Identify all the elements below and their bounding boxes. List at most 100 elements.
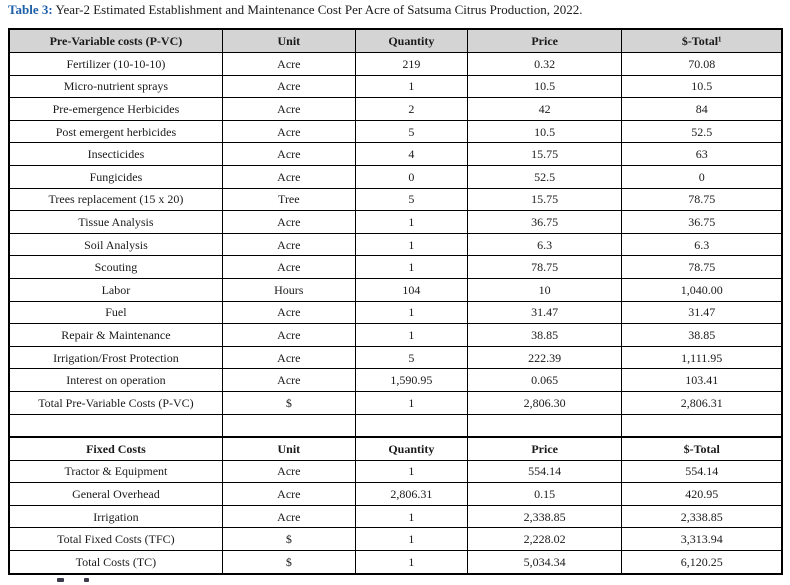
- header-cell: Price: [466, 28, 623, 53]
- value-cell: 2: [354, 97, 468, 121]
- value-cell: 3,313.94: [621, 527, 783, 552]
- value-cell: 1: [354, 255, 468, 279]
- value-cell: 420.95: [621, 482, 783, 506]
- value-cell: Acre: [221, 97, 356, 121]
- value-cell: 554.14: [466, 459, 623, 484]
- value-cell: $: [221, 390, 356, 415]
- value-cell: 10.5: [466, 119, 623, 144]
- value-cell: Acre: [221, 210, 356, 234]
- item-cell: Tractor & Equipment: [8, 459, 223, 484]
- item-cell: Total Pre-Variable Costs (P-VC): [8, 390, 223, 415]
- item-cell: Irrigation/Frost Protection: [8, 345, 223, 370]
- value-cell: 52.5: [621, 119, 783, 144]
- value-cell: 1: [354, 232, 468, 257]
- value-cell: Acre: [221, 255, 356, 279]
- item-cell: Post emergent herbicides: [8, 119, 223, 144]
- item-cell: Pre-emergence Herbicides: [8, 97, 223, 121]
- item-cell: Fungicides: [8, 164, 223, 189]
- table-row: Total Fixed Costs (TFC) $1 2,228.02 3,313.9…: [8, 527, 783, 552]
- value-cell: Acre: [221, 142, 356, 166]
- item-cell: Interest on operation: [8, 368, 223, 392]
- value-cell: 15.75: [466, 187, 623, 212]
- value-cell: Acre: [221, 323, 356, 347]
- cost-table: Pre-Variable costs (P-VC) Unit Quantity Pri…: [8, 28, 783, 575]
- value-cell: 1: [354, 390, 468, 415]
- value-cell: 6.3: [466, 232, 623, 257]
- value-cell: 1,111.95: [621, 345, 783, 370]
- value-cell: $: [221, 527, 356, 552]
- value-cell: 0: [621, 164, 783, 189]
- value-cell: 0.32: [466, 52, 623, 76]
- value-cell: Acre: [221, 504, 356, 529]
- table-row: Insecticides Acre 4 15.75 63: [8, 142, 783, 166]
- value-cell: Tree: [221, 187, 356, 212]
- value-cell: 0.065: [466, 368, 623, 392]
- value-cell: 78.75: [621, 187, 783, 212]
- value-cell: Acre: [221, 52, 356, 76]
- value-cell: 6,120.25: [621, 550, 783, 575]
- table-row: Irrigation/Frost Protection Acre 5 222.39 1,…: [8, 345, 783, 370]
- header-cell: Fixed Costs: [8, 436, 223, 461]
- table-row: Soil Analysis Acre 1 6.3 6.3: [8, 232, 783, 257]
- table-row: Scouting Acre 1 78.75 78.75: [8, 255, 783, 279]
- value-cell: 103.41: [621, 368, 783, 392]
- value-cell: 42: [466, 97, 623, 121]
- value-cell: 1: [354, 459, 468, 484]
- table-row: Fungicides Acre 0 52.5 0: [8, 164, 783, 189]
- value-cell: 38.85: [621, 323, 783, 347]
- value-cell: 2,338.85: [621, 504, 783, 529]
- table-row: Tractor & Equipment Acre 1 554.14 554.14: [8, 459, 783, 484]
- value-cell: 1: [354, 210, 468, 234]
- value-cell: Acre: [221, 300, 356, 325]
- table-row: Trees replacement (15 x 20) Tree 5 15.75 78.…: [8, 187, 783, 212]
- value-cell: 219: [354, 52, 468, 76]
- cost-table-body: Pre-Variable costs (P-VC) Unit Quantity Pri…: [8, 28, 783, 575]
- clipped-footnote-fragment: [84, 578, 89, 582]
- value-cell: 36.75: [621, 210, 783, 234]
- value-cell: 70.08: [621, 52, 783, 76]
- spacer-cell: [354, 413, 468, 438]
- table-caption-text: Year-2 Estimated Establishment and Maint…: [52, 2, 583, 17]
- item-cell: Fertilizer (10-10-10): [8, 52, 223, 76]
- value-cell: 1,040.00: [621, 277, 783, 302]
- value-cell: 1: [354, 323, 468, 347]
- value-cell: 78.75: [621, 255, 783, 279]
- value-cell: 6.3: [621, 232, 783, 257]
- value-cell: 84: [621, 97, 783, 121]
- spacer-row: [8, 413, 783, 438]
- header-cell: Quantity: [354, 436, 468, 461]
- value-cell: 5: [354, 187, 468, 212]
- value-cell: 2,806.30: [466, 390, 623, 415]
- value-cell: 1: [354, 300, 468, 325]
- value-cell: 15.75: [466, 142, 623, 166]
- header-cell: Unit: [221, 28, 356, 53]
- value-cell: 104: [354, 277, 468, 302]
- table-row: Interest on operation Acre 1,590.95 0.065 10…: [8, 368, 783, 392]
- item-cell: Trees replacement (15 x 20): [8, 187, 223, 212]
- value-cell: Acre: [221, 482, 356, 506]
- value-cell: 10.5: [466, 74, 623, 99]
- item-cell: Labor: [8, 277, 223, 302]
- clipped-footnote-fragment: [57, 578, 64, 582]
- item-cell: Insecticides: [8, 142, 223, 166]
- item-cell: Repair & Maintenance: [8, 323, 223, 347]
- header-cell: Price: [466, 436, 623, 461]
- value-cell: 63: [621, 142, 783, 166]
- header-cell: Quantity: [354, 28, 468, 53]
- value-cell: 5: [354, 345, 468, 370]
- table-row: Pre-emergence Herbicides Acre 2 42 84: [8, 97, 783, 121]
- value-cell: 10: [466, 277, 623, 302]
- item-cell: Fuel: [8, 300, 223, 325]
- value-cell: 1: [354, 74, 468, 99]
- spacer-cell: [466, 413, 623, 438]
- value-cell: 36.75: [466, 210, 623, 234]
- item-cell: Tissue Analysis: [8, 210, 223, 234]
- value-cell: 52.5: [466, 164, 623, 189]
- item-cell: Total Costs (TC): [8, 550, 223, 575]
- value-cell: Acre: [221, 368, 356, 392]
- table-caption: Table 3: Year-2 Estimated Establishment …: [8, 2, 782, 17]
- value-cell: Acre: [221, 164, 356, 189]
- item-cell: Total Fixed Costs (TFC): [8, 527, 223, 552]
- table-row: Post emergent herbicides Acre 5 10.5 52.5: [8, 119, 783, 144]
- value-cell: $: [221, 550, 356, 575]
